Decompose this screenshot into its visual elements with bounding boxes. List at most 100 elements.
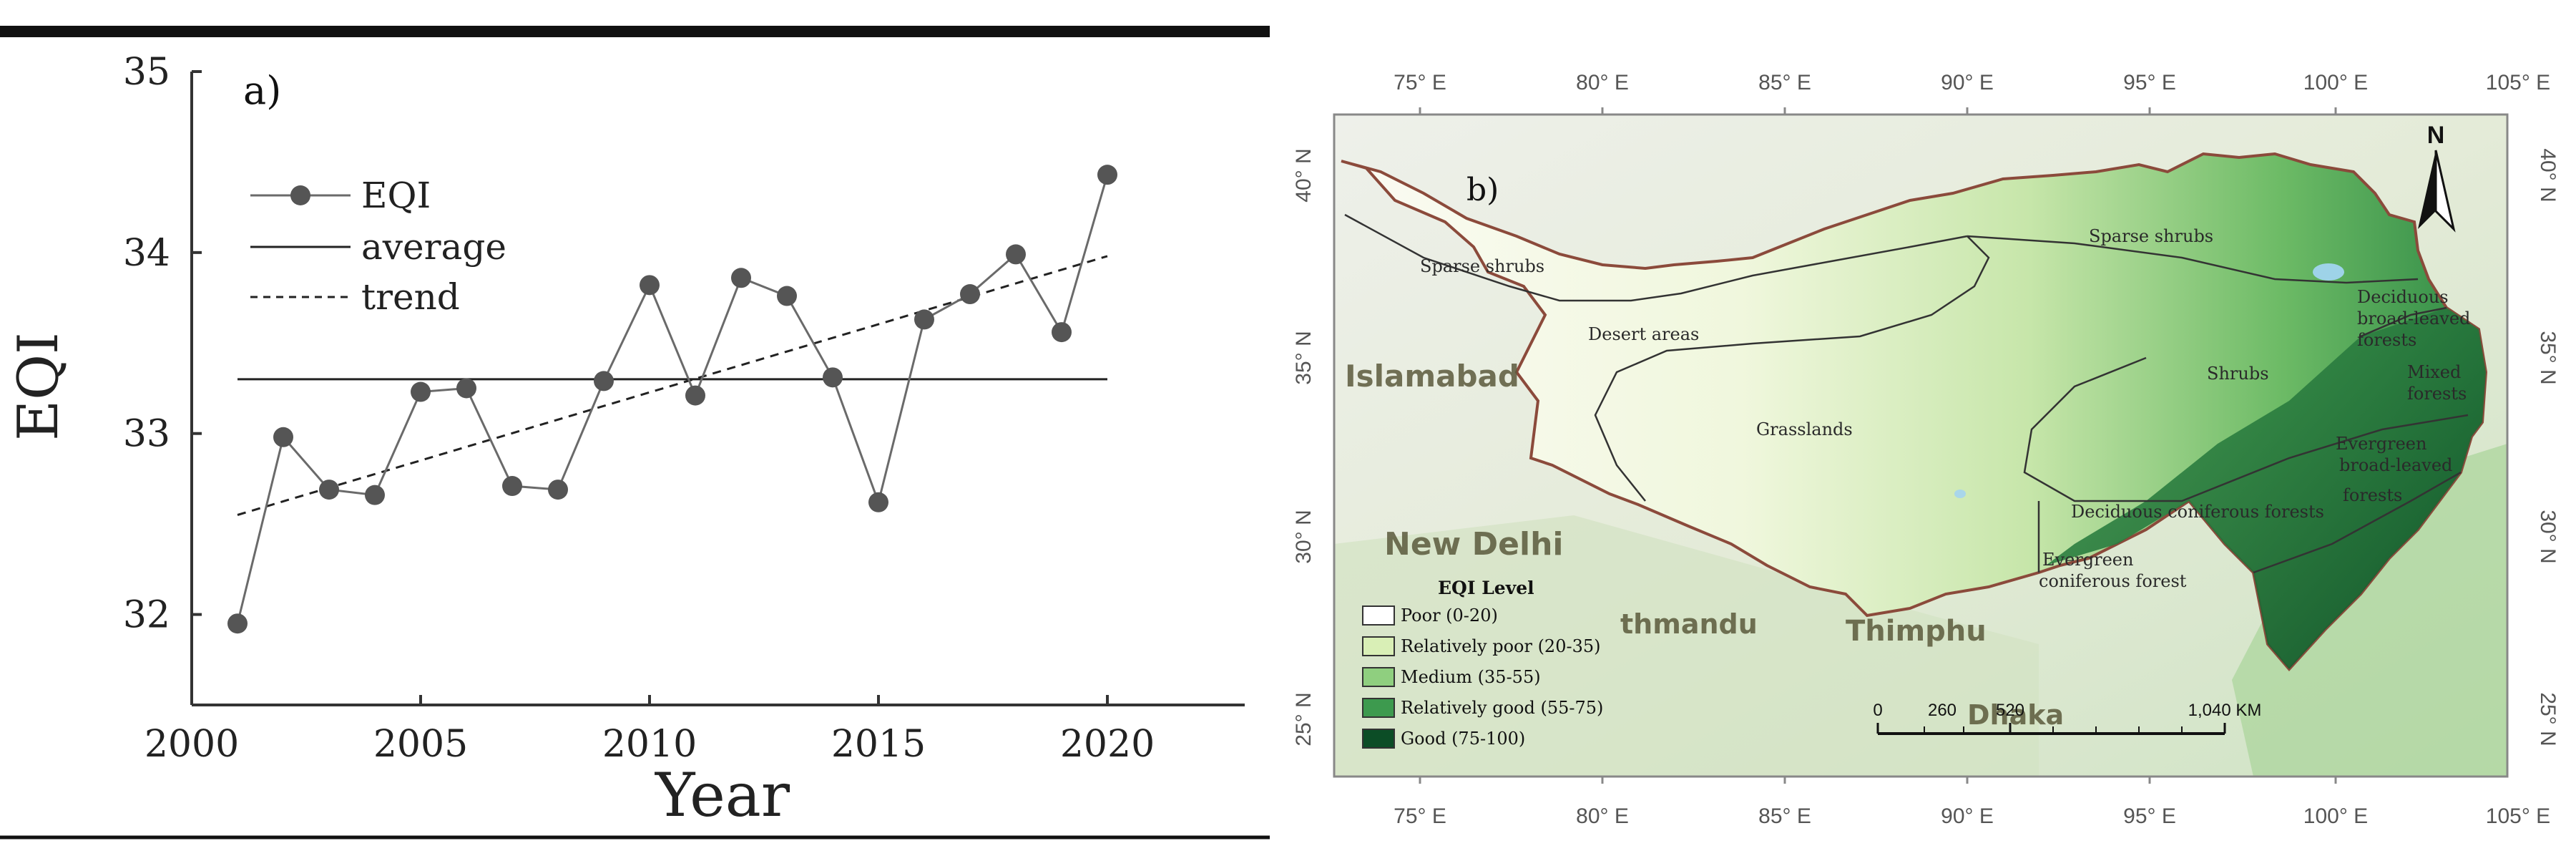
bottom-lon-label: 75° E [1394, 804, 1446, 828]
scale-label-1040: 1,040 KM [2188, 701, 2262, 720]
eqi-point [1006, 244, 1026, 265]
legend-swatch [1362, 729, 1395, 749]
forest-zone [2046, 308, 2486, 669]
eqi-point [960, 284, 980, 305]
city-label-dhaka: Dhaka [1967, 699, 2064, 731]
legend-swatch [1362, 698, 1395, 718]
legend-item-label: Relatively good (55-75) [1401, 698, 1603, 718]
x-axis-label: Year [655, 760, 790, 830]
legend-item-label: Good (75-100) [1401, 729, 1525, 749]
eqi-point [914, 309, 934, 330]
graticule-labels: 75° E 80° E 85° E 90° E 95° E 100° E 105… [1292, 71, 2560, 828]
scale-label-0: 0 [1873, 701, 1882, 720]
eqi-point [548, 480, 568, 500]
legend-item-label: Poor (0-20) [1401, 605, 1498, 626]
bottom-lon-label: 85° E [1758, 804, 1811, 828]
veg-label-deciduous-broad-1: Deciduous [2357, 287, 2449, 307]
veg-label-deciduous-broad-3: forests [2357, 330, 2416, 350]
y-tick-label: 33 [123, 413, 170, 456]
lowland-green [2232, 444, 2507, 777]
eqi-map-panel: 75° E 80° E 85° E 90° E 95° E 100° E 105… [1288, 0, 2576, 866]
top-lon-label: 105° E [2486, 71, 2550, 94]
veg-label-evergreen-broad-3: forests [2343, 485, 2402, 505]
lowland-plain [1334, 515, 2039, 777]
eqi-point [273, 427, 293, 447]
y-axis-label: EQI [6, 332, 71, 441]
y-tick-label: 34 [123, 232, 170, 275]
north-arrow-icon: N [2418, 122, 2456, 233]
right-lat-label: 35° N [2536, 331, 2560, 384]
right-lat-label: 40° N [2536, 148, 2560, 202]
eqi-point [731, 268, 751, 288]
left-lat-label: 40° N [1292, 148, 1316, 202]
eqi-line-chart: 32 33 34 35 2000 2005 2010 2015 2020 EQI Year a… [0, 0, 1270, 866]
legend-item-label: Relatively poor (20-35) [1401, 636, 1600, 656]
legend-swatch [1362, 605, 1395, 626]
eqi-point [823, 367, 843, 388]
legend-swatch [1362, 636, 1395, 656]
veg-label-evergreen-coniferous-2: coniferous forest [2039, 571, 2187, 591]
veg-label-sparse-shrubs-west: Sparse shrubs [1420, 256, 1544, 276]
eqi-point [502, 476, 522, 497]
vegetation-boundaries [1344, 213, 2469, 574]
legend-title: EQI Level [1438, 578, 1534, 598]
eqi-point [411, 381, 431, 402]
top-lon-label: 100° E [2303, 71, 2368, 94]
eqi-point [685, 385, 705, 406]
panel-label-a: a) [243, 68, 281, 113]
bottom-lon-label: 105° E [2486, 804, 2550, 828]
legend-swatch [1362, 667, 1395, 687]
legend-trend-label: trend [361, 276, 460, 318]
legend-eqi-marker [290, 185, 310, 205]
y-ticks: 32 33 34 35 [123, 51, 202, 637]
veg-label-evergreen-broad-2: broad-leaved [2339, 455, 2452, 475]
eqi-point [365, 485, 385, 505]
bottom-lon-label: 100° E [2303, 804, 2368, 828]
top-lon-label: 90° E [1941, 71, 1994, 94]
veg-label-mixed-1: Mixed [2407, 362, 2461, 382]
bottom-lon-label: 80° E [1576, 804, 1629, 828]
veg-label-deciduous-broad-2: broad-leaved [2357, 308, 2470, 329]
legend-item-label: Medium (35-55) [1401, 667, 1541, 687]
lake-small [1954, 490, 1966, 498]
veg-label-desert: Desert areas [1588, 324, 1699, 344]
city-label-new-delhi: New Delhi [1384, 526, 1564, 563]
eqi-point [456, 378, 476, 399]
y-tick-label: 35 [123, 51, 170, 94]
right-lat-label: 25° N [2536, 692, 2560, 746]
x-ticks: 2000 2005 2010 2015 2020 [145, 695, 1155, 766]
series-layer [227, 165, 1117, 634]
veg-label-mixed-2: forests [2407, 384, 2467, 404]
veg-label-sparse-shrubs-north: Sparse shrubs [2089, 226, 2213, 246]
x-tick-label: 2010 [602, 723, 697, 766]
panel-label-b: b) [1466, 172, 1499, 208]
top-lon-label: 95° E [2123, 71, 2176, 94]
north-label: N [2427, 122, 2445, 149]
legend-average-label: average [361, 226, 506, 268]
x-tick-label: 2020 [1060, 723, 1155, 766]
lake-qinghai [2313, 263, 2344, 281]
left-lat-label: 35° N [1292, 331, 1316, 384]
scale-label-260: 260 [1928, 701, 1957, 720]
right-lat-label: 30° N [2536, 510, 2560, 563]
bottom-lon-label: 95° E [2123, 804, 2176, 828]
eqi-point [1052, 322, 1072, 343]
left-lat-label: 25° N [1292, 692, 1316, 746]
legend-eqi-label: EQI [361, 175, 431, 216]
eqi-point [1097, 165, 1117, 185]
bottom-lon-label: 90° E [1941, 804, 1994, 828]
scale-bar: 0 260 520 1,040 KM [1873, 701, 2262, 735]
y-tick-label: 32 [123, 594, 170, 637]
veg-label-grasslands: Grasslands [1756, 419, 1853, 439]
frame-ticks [1419, 107, 2337, 784]
left-lat-label: 30° N [1292, 510, 1316, 563]
veg-label-deciduous-coniferous: Deciduous coniferous forests [2071, 502, 2324, 522]
eqi-point [777, 286, 797, 306]
eqi-point [594, 371, 614, 391]
eqi-point [227, 613, 248, 634]
veg-label-evergreen-coniferous-1: Evergreen [2042, 550, 2133, 570]
map-legend: EQI Level Poor (0-20) Relatively poor (20… [1362, 578, 1603, 749]
scale-label-520: 520 [1996, 701, 2024, 720]
top-lon-label: 75° E [1394, 71, 1446, 94]
